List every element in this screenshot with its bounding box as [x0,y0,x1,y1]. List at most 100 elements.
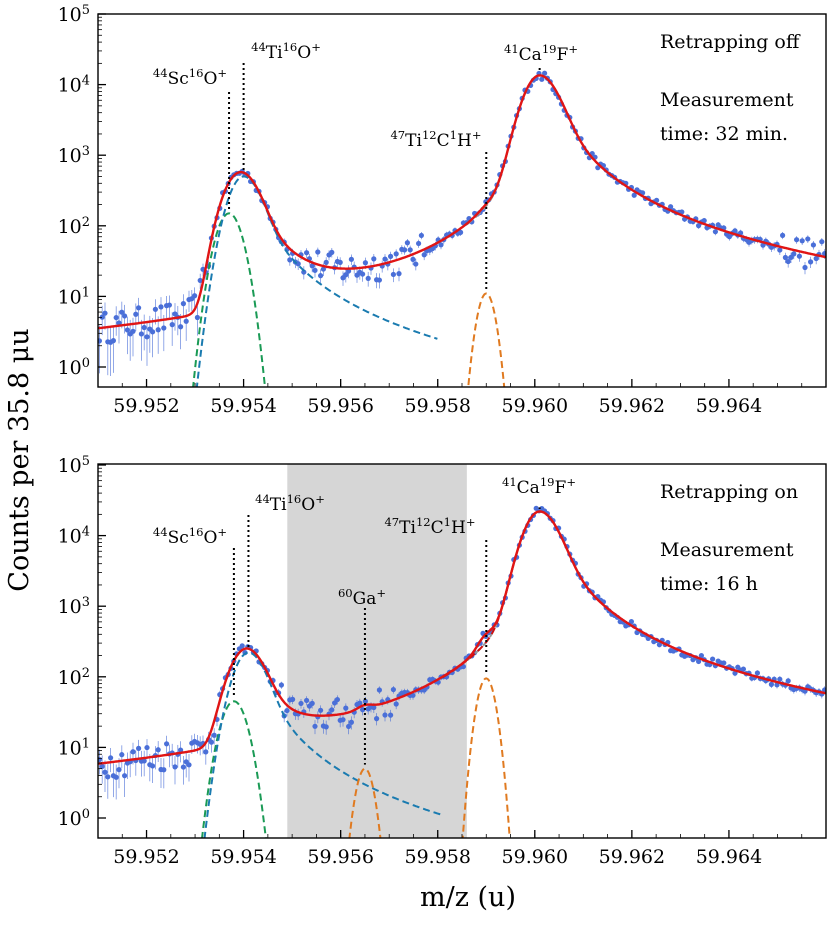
data-point [312,267,318,273]
data-point [138,331,144,337]
data-point [119,752,125,758]
y-tick-label: 102 [58,665,90,689]
data-point [197,277,203,284]
data-point [99,314,105,320]
plot-area [98,70,826,387]
data-point [320,266,326,272]
data-point [119,309,125,315]
data-point [116,320,122,326]
data-point [374,716,380,722]
data-point [698,652,705,659]
data-point [122,773,128,779]
data-point [402,247,408,253]
data-point [318,273,324,279]
data-point [458,229,464,235]
x-tick-label: 59.958 [404,846,470,868]
data-point [178,747,184,753]
data-point [396,271,402,277]
data-point [169,322,175,328]
data-point [278,682,284,688]
data-point [788,254,794,260]
data-point [631,192,637,198]
peak-label: 60Ga+ [338,586,386,609]
data-point [343,272,349,278]
shaded-region [287,464,467,838]
peak-label: 44Ti16O+ [255,492,325,515]
data-point [740,666,747,672]
data-point [287,257,293,263]
data-point [105,774,111,780]
x-tick-label: 59.964 [696,846,762,868]
data-point [371,256,377,262]
peak-label: 41Ca19F+ [504,42,578,65]
y-tick-label: 104 [58,524,90,548]
note-measurement: Measurement [660,539,794,561]
data-point [410,256,416,262]
data-point [390,271,396,278]
data-point [130,328,136,334]
data-point [696,658,702,665]
peak-label: 44Sc16O+ [153,525,227,548]
data-point [304,250,310,256]
data-points [98,70,826,377]
data-point [760,242,766,248]
data-point [166,302,172,308]
data-point [98,338,102,344]
data-point [802,264,808,271]
data-point [301,269,307,275]
y-axis-title: Counts per 35.8 μu [4,328,35,591]
data-point [346,723,352,730]
data-point [712,229,719,235]
data-point [309,263,315,269]
y-tick-label: 102 [58,214,90,238]
data-point [99,763,105,770]
data-point [208,739,214,745]
data-point [782,254,789,261]
data-point [390,686,396,693]
data-point [813,255,819,262]
panel-bottom: 100 101 102 103 104 105 59.952 59.954 59.956 59.9… [58,454,827,868]
data-point [785,258,791,265]
data-point [130,749,136,755]
x-tick-label: 59.960 [502,395,568,417]
x-tick-label: 59.964 [696,395,762,417]
data-point [161,325,167,331]
peak-label: 47Ti12C1H+ [390,128,481,151]
data-point [298,700,304,707]
data-point [136,305,142,311]
data-point [777,676,783,682]
data-point [180,764,186,770]
data-point [329,249,335,255]
data-point [144,744,150,751]
x-tick-label: 59.962 [599,395,665,417]
data-point [161,767,167,773]
data-point [382,712,388,718]
data-point [304,697,310,704]
data-point [284,707,290,714]
data-point [710,656,716,662]
data-point [808,259,814,265]
data-point [418,232,424,239]
x-tick-label: 59.956 [307,846,373,868]
data-point [777,247,783,253]
data-point [410,692,416,698]
data-point [110,338,116,344]
x-tick-label: 59.952 [113,846,179,868]
y-tick-label: 101 [58,736,90,760]
x-tick-label: 59.960 [502,846,568,868]
data-point [382,256,388,262]
data-point [542,70,548,76]
data-point [323,259,329,265]
data-point [376,687,382,693]
data-point [150,329,156,335]
data-point [539,76,545,82]
data-point [388,712,394,718]
data-point [203,749,209,755]
data-point [791,251,797,257]
data-point [360,707,366,713]
data-point [362,260,368,266]
peak-label: 47Ti12C1H+ [384,515,475,538]
note-measurement: Measurement [660,89,794,111]
data-point [180,301,186,307]
data-point [323,724,329,730]
